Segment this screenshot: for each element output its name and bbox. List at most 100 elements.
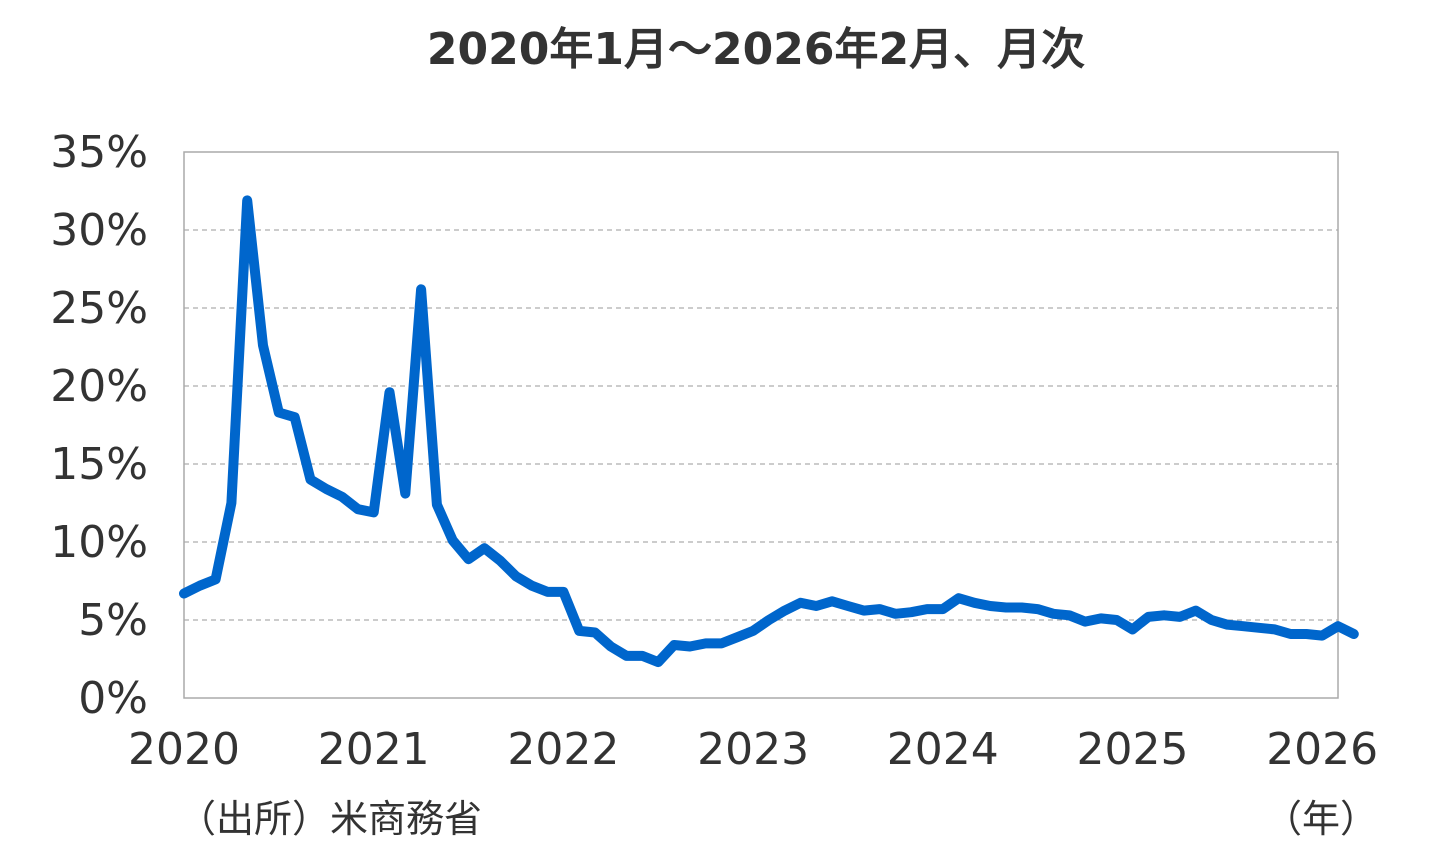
data-point bbox=[796, 598, 805, 607]
y-tick-label: 35% bbox=[50, 127, 148, 178]
x-tick-label: 2020 bbox=[128, 724, 240, 775]
y-tick-label: 30% bbox=[50, 205, 148, 256]
data-point bbox=[1049, 609, 1058, 618]
data-point bbox=[670, 641, 679, 649]
data-point bbox=[480, 544, 489, 553]
data-point bbox=[828, 597, 837, 606]
data-point bbox=[369, 508, 378, 517]
data-point bbox=[923, 605, 931, 614]
data-point bbox=[180, 589, 188, 598]
data-point bbox=[353, 505, 362, 514]
data-point bbox=[1334, 622, 1342, 631]
data-point bbox=[322, 485, 331, 493]
data-point bbox=[1002, 603, 1010, 612]
data-point bbox=[1270, 625, 1279, 634]
data-point bbox=[1128, 625, 1137, 634]
x-tick-label: 2022 bbox=[507, 724, 619, 775]
data-point bbox=[654, 658, 663, 667]
data-point bbox=[638, 651, 647, 660]
data-point bbox=[1112, 616, 1121, 624]
data-point bbox=[448, 536, 457, 545]
data-point bbox=[1318, 631, 1327, 640]
y-tick-label: 0% bbox=[78, 673, 148, 724]
x-tick-label: 2021 bbox=[318, 724, 430, 775]
data-point bbox=[938, 605, 947, 614]
x-unit-label: （年） bbox=[1264, 797, 1378, 841]
data-point bbox=[591, 628, 599, 637]
data-point bbox=[907, 608, 916, 617]
x-axis-ticks: 2020 2021 2022 2023 2024 2025 2026 bbox=[128, 724, 1378, 775]
data-point bbox=[243, 196, 252, 205]
data-point bbox=[764, 616, 773, 624]
data-point bbox=[1081, 617, 1090, 626]
data-point bbox=[559, 587, 568, 596]
data-point bbox=[1239, 622, 1248, 631]
data-point bbox=[986, 602, 995, 610]
data-point bbox=[701, 639, 710, 648]
data-point bbox=[1302, 630, 1311, 638]
chart-title: 2020年1月～2026年2月、月次 bbox=[427, 24, 1085, 75]
data-point bbox=[606, 642, 615, 651]
x-tick-label: 2024 bbox=[887, 724, 999, 775]
data-point bbox=[780, 606, 789, 615]
data-point bbox=[954, 594, 963, 603]
data-point bbox=[717, 639, 726, 648]
data-point bbox=[812, 602, 821, 610]
data-point bbox=[496, 556, 505, 565]
data-point bbox=[1096, 614, 1105, 623]
data-point bbox=[1033, 605, 1042, 614]
data-point bbox=[385, 388, 394, 397]
data-point bbox=[733, 633, 742, 642]
data-point bbox=[1065, 611, 1074, 620]
y-tick-label: 5% bbox=[78, 595, 148, 646]
data-point bbox=[622, 651, 631, 660]
data-point bbox=[259, 341, 267, 350]
data-point bbox=[1286, 630, 1295, 638]
data-point bbox=[685, 642, 694, 651]
y-tick-label: 10% bbox=[50, 517, 148, 568]
data-point bbox=[970, 598, 979, 607]
x-tick-label: 2025 bbox=[1077, 724, 1189, 775]
data-point bbox=[211, 575, 220, 584]
y-tick-label: 20% bbox=[50, 361, 148, 412]
data-point bbox=[1191, 606, 1200, 615]
data-point bbox=[1207, 616, 1216, 624]
data-point bbox=[1160, 611, 1169, 620]
gridlines bbox=[184, 229, 1338, 621]
data-point bbox=[1255, 623, 1263, 632]
y-tick-label: 15% bbox=[50, 439, 148, 490]
data-point bbox=[875, 605, 884, 614]
data-point bbox=[891, 609, 900, 618]
data-point bbox=[543, 587, 552, 596]
x-tick-label: 2023 bbox=[697, 724, 809, 775]
data-point bbox=[306, 475, 315, 484]
data-point bbox=[1175, 612, 1184, 621]
data-point bbox=[338, 492, 347, 501]
data-point bbox=[575, 626, 584, 635]
data-point bbox=[432, 500, 441, 509]
series-line bbox=[179, 195, 1359, 668]
data-point bbox=[527, 581, 536, 590]
data-point bbox=[843, 602, 852, 610]
y-axis-ticks: 0% 5% 10% 15% 20% 25% 30% 35% bbox=[50, 127, 148, 724]
data-point bbox=[512, 572, 520, 581]
data-point bbox=[1017, 603, 1026, 612]
data-point bbox=[290, 413, 299, 422]
plot-area bbox=[183, 151, 1339, 699]
y-tick-label: 25% bbox=[50, 283, 148, 334]
data-point bbox=[1349, 630, 1358, 638]
data-point bbox=[859, 606, 868, 615]
source-note: （出所）米商務省 bbox=[178, 797, 482, 841]
data-point bbox=[417, 285, 426, 294]
x-tick-label: 2026 bbox=[1266, 724, 1378, 775]
data-point bbox=[195, 581, 204, 590]
data-points bbox=[180, 196, 1358, 667]
data-point bbox=[1223, 620, 1232, 629]
data-point bbox=[464, 555, 473, 564]
data-point bbox=[1144, 612, 1153, 621]
data-point bbox=[274, 408, 283, 417]
data-point bbox=[749, 626, 758, 635]
data-point bbox=[401, 489, 410, 498]
data-point bbox=[227, 499, 236, 507]
